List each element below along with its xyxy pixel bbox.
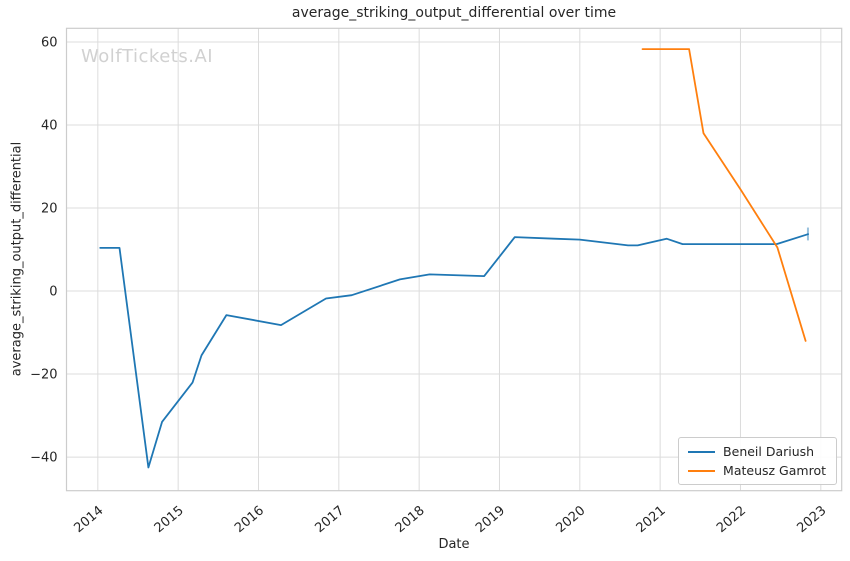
y-tick-label: 0 [49,285,57,300]
watermark: WolfTickets.AI [81,46,214,67]
x-tick-label: 2020 [553,503,588,536]
legend-entry: Mateusz Gamrot [688,463,826,478]
y-axis-label: average_striking_output_differential [9,141,25,377]
legend-swatch-beneil-dariush [688,450,716,453]
y-tick-label: 60 [41,35,58,50]
y-tick-label: −20 [30,368,57,383]
legend-swatch-mateusz-gamrot [688,469,716,472]
y-tick-label: 20 [41,202,58,217]
y-tick-label: −40 [30,451,57,466]
x-tick-label: 2016 [232,503,267,536]
x-tick-label: 2015 [152,503,187,536]
series-line-mateusz-gamrot [641,48,807,342]
axes-border [65,27,843,492]
y-tick-label: 40 [41,119,58,134]
x-axis-label: Date [438,537,470,552]
legend-label: Beneil Dariush [723,444,815,459]
legend-label: Mateusz Gamrot [723,463,826,478]
x-tick-label: 2022 [714,503,749,536]
x-tick-label: 2023 [794,503,829,536]
series-line-beneil-dariush [99,233,809,469]
legend-entry: Beneil Dariush [688,444,826,459]
x-tick-label: 2014 [71,503,106,536]
x-tick-label: 2017 [312,503,347,536]
x-tick-label: 2019 [473,503,508,536]
x-tick-label: 2018 [393,503,428,536]
legend: Beneil Dariush Mateusz Gamrot [678,437,837,485]
x-tick-label: 2021 [634,503,669,536]
chart-title: average_striking_output_differential ove… [291,5,617,21]
